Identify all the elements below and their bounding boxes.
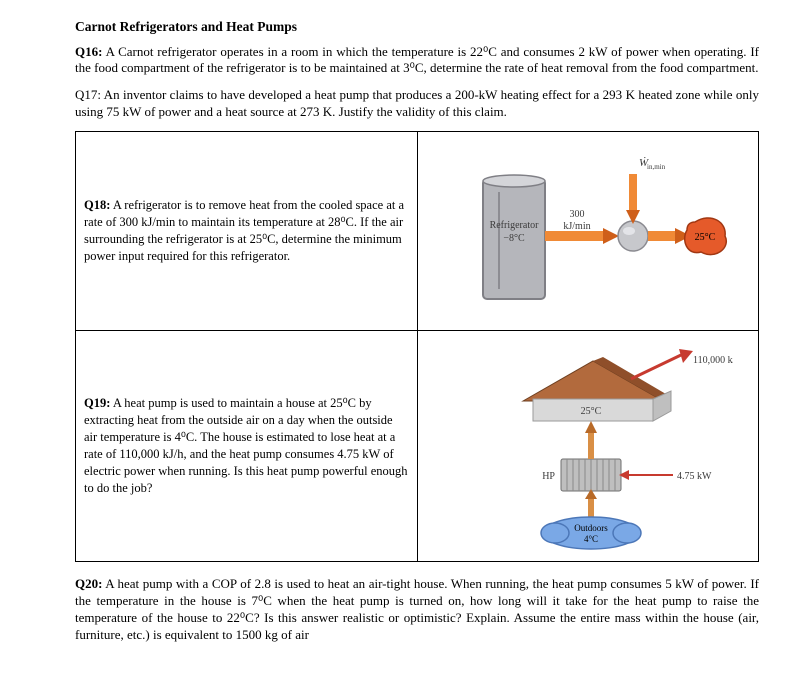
- q18-text-cell: Q18: A refrigerator is to remove heat fr…: [76, 132, 418, 331]
- q16-label: Q16:: [75, 44, 102, 59]
- q19-label: Q19:: [84, 396, 110, 410]
- power-label: 4.75 kW: [677, 471, 712, 482]
- q19-text: A heat pump is used to maintain a house …: [84, 396, 408, 494]
- q20-paragraph: Q20: A heat pump with a COP of 2.8 is us…: [75, 576, 759, 644]
- page: Carnot Refrigerators and Heat Pumps Q16:…: [0, 0, 799, 681]
- hot-label: 25°C: [694, 232, 715, 243]
- q19-text-cell: Q19: A heat pump is used to maintain a h…: [76, 331, 418, 562]
- q16-paragraph: Q16: A Carnot refrigerator operates in a…: [75, 44, 759, 78]
- w-sub: in,min: [647, 163, 666, 171]
- fridge-label-top: Refrigerator: [489, 220, 539, 231]
- q19-figure-cell: 25°C 110,000 kJ/h HP: [417, 331, 759, 562]
- q18-text: A refrigerator is to remove heat from th…: [84, 198, 404, 263]
- fridge-label-bot: −8°C: [503, 233, 525, 244]
- q17-text: An inventor claims to have developed a h…: [75, 87, 759, 119]
- outdoors-top: Outdoors: [574, 523, 608, 533]
- table-row: Q18: A refrigerator is to remove heat fr…: [76, 132, 759, 331]
- rate-top: 300: [569, 209, 584, 220]
- q20-text: A heat pump with a COP of 2.8 is used to…: [75, 576, 759, 642]
- q17-paragraph: Q17: An inventor claims to have develope…: [75, 87, 759, 121]
- questions-table: Q18: A refrigerator is to remove heat fr…: [75, 131, 759, 562]
- refrigerator-diagram: Refrigerator −8°C 300 kJ/min Ẇ in,min: [443, 144, 733, 319]
- heat-pump-diagram: 25°C 110,000 kJ/h HP: [443, 341, 733, 551]
- q18-label: Q18:: [84, 198, 110, 212]
- table-row: Q19: A heat pump is used to maintain a h…: [76, 331, 759, 562]
- hp-label: HP: [542, 471, 555, 482]
- q20-label: Q20:: [75, 576, 102, 591]
- section-heading: Carnot Refrigerators and Heat Pumps: [75, 18, 759, 36]
- loss-label: 110,000 kJ/h: [693, 355, 733, 366]
- q16-text: A Carnot refrigerator operates in a room…: [75, 44, 759, 76]
- inside-temp: 25°C: [580, 406, 601, 417]
- outdoors-bot: 4°C: [584, 534, 598, 544]
- rate-bot: kJ/min: [563, 221, 590, 232]
- q17-label: Q17:: [75, 87, 101, 102]
- q18-figure-cell: Refrigerator −8°C 300 kJ/min Ẇ in,min: [417, 132, 759, 331]
